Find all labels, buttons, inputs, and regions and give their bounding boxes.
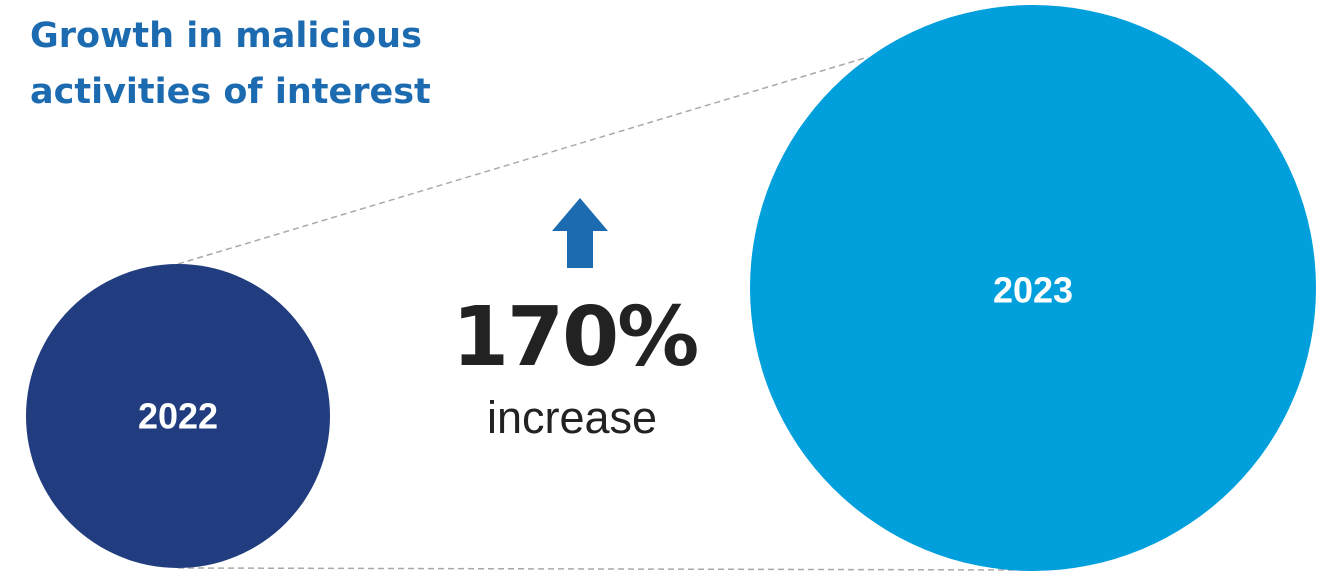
bubble-2023 <box>750 5 1316 571</box>
chart-title: Growth in malicious activities of intere… <box>30 8 431 120</box>
up-arrow-icon <box>552 198 608 268</box>
connector-line-bottom <box>177 567 1034 571</box>
bubble-2022 <box>26 264 330 568</box>
percent-change-value: 170% <box>452 290 699 385</box>
title-line-1: Growth in malicious <box>30 16 422 56</box>
title-line-2: activities of interest <box>30 72 431 112</box>
percent-change-caption: increase <box>486 392 658 443</box>
bubble-label-2022: 2022 <box>138 396 218 437</box>
connector-line-top <box>177 56 869 265</box>
bubble-label-2023: 2023 <box>993 270 1073 311</box>
